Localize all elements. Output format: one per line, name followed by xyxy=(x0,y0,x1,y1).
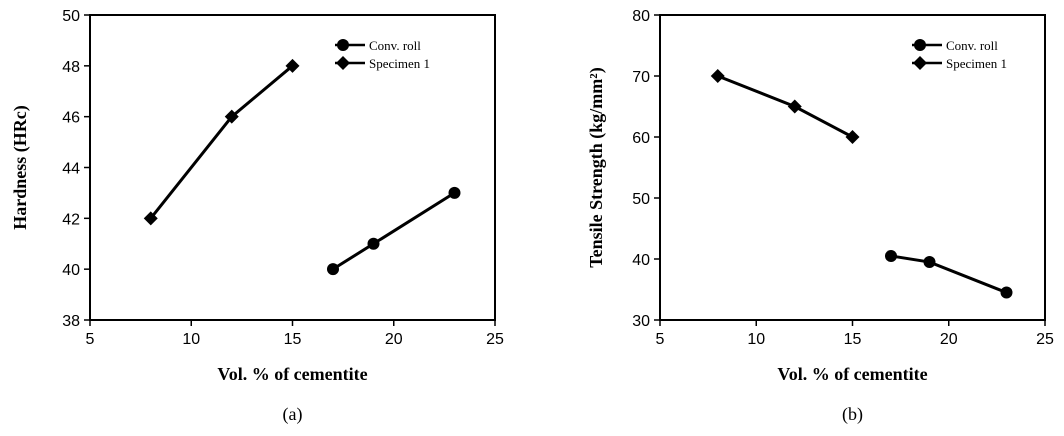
data-point xyxy=(787,99,802,114)
legend-label: Specimen 1 xyxy=(946,56,1007,71)
y-tick-label: 70 xyxy=(632,69,650,86)
legend-marker xyxy=(336,56,350,70)
series-line xyxy=(332,191,456,271)
data-point xyxy=(448,186,461,199)
series-specimen-1 xyxy=(710,69,860,144)
y-tick-label: 48 xyxy=(62,59,80,76)
legend-marker xyxy=(337,39,349,51)
y-tick-label: 50 xyxy=(62,8,80,25)
panel-caption: (a) xyxy=(283,404,303,425)
data-point xyxy=(845,130,860,144)
y-axis-label: Tensile Strength (kg/mm²) xyxy=(586,67,607,267)
data-point xyxy=(327,263,339,276)
x-tick-label: 20 xyxy=(940,331,958,348)
x-tick-label: 20 xyxy=(385,331,403,348)
y-tick-label: 50 xyxy=(632,191,650,208)
series-conv-roll xyxy=(327,186,461,276)
panel-caption: (b) xyxy=(842,404,863,425)
y-tick-label: 80 xyxy=(632,8,650,25)
x-tick-label: 25 xyxy=(1036,331,1054,348)
x-axis-label: Vol. % of cementite xyxy=(777,364,927,384)
x-axis-label: Vol. % of cementite xyxy=(217,364,367,384)
data-point xyxy=(885,249,897,262)
data-point xyxy=(1000,286,1013,299)
y-tick-label: 40 xyxy=(62,262,80,279)
chart-panel-a: 5 10 15 20 25 38 40 42 44 46 48 50 Vol. % of cementi… xyxy=(10,8,504,425)
data-point xyxy=(224,109,239,124)
series-specimen-1 xyxy=(143,58,300,226)
legend-label: Specimen 1 xyxy=(369,56,430,71)
y-tick-label: 44 xyxy=(62,161,80,178)
x-tick-label: 15 xyxy=(844,331,862,348)
legend-entry: Conv. roll xyxy=(335,38,421,53)
legend-label: Conv. roll xyxy=(369,38,421,53)
x-tick-label: 15 xyxy=(284,331,302,348)
x-tick-label: 10 xyxy=(182,331,200,348)
y-tick-label: 38 xyxy=(62,313,80,330)
data-point xyxy=(367,237,380,250)
data-point xyxy=(285,58,300,73)
x-tick-label: 10 xyxy=(747,331,765,348)
legend-marker xyxy=(914,39,926,51)
y-tick-label: 60 xyxy=(632,130,650,147)
data-point xyxy=(923,256,936,269)
data-point xyxy=(710,69,725,83)
series-line xyxy=(717,74,854,139)
series-line xyxy=(890,254,1008,294)
chart-panel-b: 5 10 15 20 25 30 40 50 60 70 80 Vol. % of cementite… xyxy=(586,8,1054,425)
data-point xyxy=(143,211,158,226)
legend-label: Conv. roll xyxy=(946,38,998,53)
x-tick-label: 5 xyxy=(86,331,95,348)
y-tick-label: 46 xyxy=(62,110,80,127)
x-tick-label: 5 xyxy=(656,331,665,348)
series-conv-roll xyxy=(885,249,1013,299)
series-line xyxy=(149,64,294,220)
y-axis-label: Hardness (HRc) xyxy=(10,105,31,230)
y-tick-label: 30 xyxy=(632,313,650,330)
legend-entry: Conv. roll xyxy=(912,38,998,53)
legend-marker xyxy=(913,56,927,70)
legend-entry: Specimen 1 xyxy=(335,56,430,71)
y-tick-label: 40 xyxy=(632,252,650,269)
x-tick-label: 25 xyxy=(486,331,504,348)
legend-entry: Specimen 1 xyxy=(912,56,1007,71)
y-tick-label: 42 xyxy=(62,211,80,228)
